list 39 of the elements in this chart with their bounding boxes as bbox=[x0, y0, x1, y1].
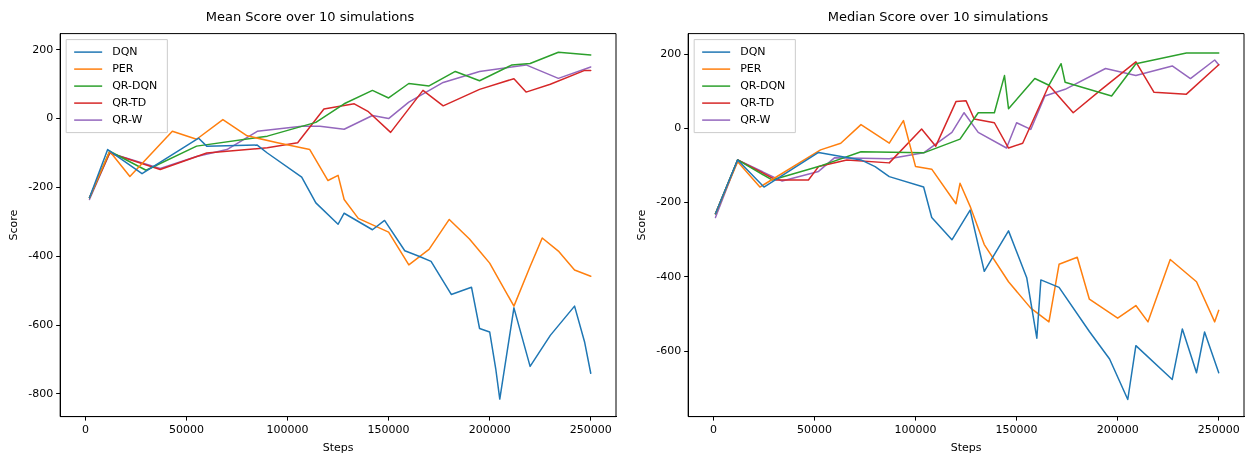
x-axis-title: Steps bbox=[322, 441, 354, 455]
y-tick-label: -600 bbox=[28, 317, 54, 331]
x-tick-label: 0 bbox=[709, 423, 717, 437]
legend-label: QR-TD bbox=[112, 95, 147, 109]
legend-label: PER bbox=[112, 61, 134, 75]
x-tick-label: 100000 bbox=[894, 423, 937, 437]
x-tick-label: 100000 bbox=[266, 423, 309, 437]
y-tick-label: -400 bbox=[28, 249, 54, 263]
y-axis-title: Score bbox=[635, 209, 649, 241]
legend-label: QR-W bbox=[740, 112, 771, 126]
x-axis-title: Steps bbox=[950, 441, 982, 455]
x-tick-label: 150000 bbox=[367, 423, 410, 437]
y-tick-label: -800 bbox=[28, 386, 54, 400]
legend-label: QR-DQN bbox=[112, 78, 158, 92]
y-tick-label: 200 bbox=[32, 42, 54, 56]
y-tick-label: -200 bbox=[656, 195, 682, 209]
legend-label: PER bbox=[740, 61, 762, 75]
x-tick-label: 50000 bbox=[796, 423, 832, 437]
y-tick-label: -200 bbox=[28, 180, 54, 194]
legend-label: QR-DQN bbox=[740, 78, 786, 92]
legend-label: DQN bbox=[740, 44, 766, 58]
y-tick-label: 0 bbox=[674, 121, 682, 135]
x-tick-label: 150000 bbox=[995, 423, 1038, 437]
legend-label: DQN bbox=[112, 44, 138, 58]
y-tick-label: -400 bbox=[656, 269, 682, 283]
x-tick-label: 250000 bbox=[569, 423, 612, 437]
x-tick-label: 200000 bbox=[468, 423, 511, 437]
y-tick-label: 0 bbox=[46, 111, 54, 125]
legend-label: QR-TD bbox=[740, 95, 775, 109]
y-tick-label: 200 bbox=[660, 46, 682, 60]
x-tick-label: 200000 bbox=[1096, 423, 1139, 437]
x-tick-label: 50000 bbox=[168, 423, 204, 437]
x-tick-label: 250000 bbox=[1197, 423, 1240, 437]
y-axis-title: Score bbox=[7, 209, 21, 241]
legend-label: QR-W bbox=[112, 112, 143, 126]
y-tick-label: -600 bbox=[656, 344, 682, 358]
chart-title: Median Score over 10 simulations bbox=[827, 9, 1049, 25]
chart-title: Mean Score over 10 simulations bbox=[205, 9, 415, 25]
x-tick-label: 0 bbox=[81, 423, 89, 437]
